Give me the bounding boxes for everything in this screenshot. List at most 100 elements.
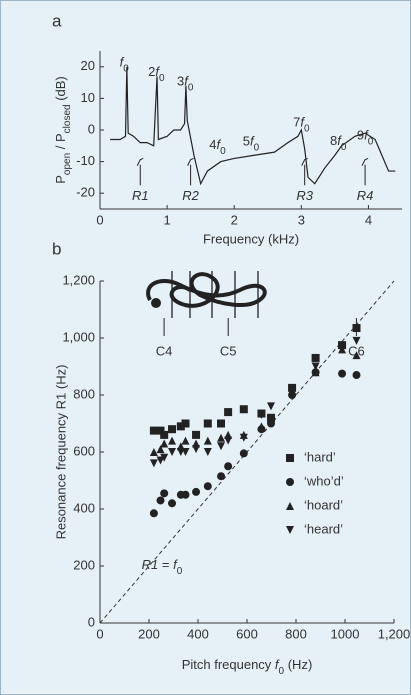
marker [217,419,226,428]
marker [239,405,248,414]
harmonic-label: 3f0 [177,74,194,94]
note-label: C4 [156,343,173,358]
marker [168,425,177,434]
harmonic-label-part: 5 [243,134,250,149]
marker [192,487,201,496]
marker [203,448,212,456]
harmonic-label-part: 0 [123,64,129,75]
marker [181,448,190,456]
identity-line-label-part: 0 [177,566,183,577]
marker [286,502,294,510]
marker [156,426,165,435]
x-tick-label: 400 [187,626,209,641]
marker [160,489,169,498]
identity-line-label-part: R1 [142,557,159,572]
y-tick-label: 20 [81,58,95,73]
harmonic-label-part: f [120,55,125,70]
note-label: C6 [348,343,365,358]
y-tick-label: 0 [88,614,95,629]
marker [338,345,347,354]
harmonic-label-part: 0 [341,142,347,153]
marker [156,445,165,454]
marker [203,482,212,491]
marker [286,526,294,534]
harmonic-label-part: f [155,65,160,80]
x-axis-label-part: f [275,657,280,672]
x-tick-label: 0 [96,212,103,227]
y-axis-label-part: P [53,175,68,184]
marker [224,408,233,417]
harmonic-label-part: 8 [330,133,337,148]
x-axis-label-part: Pitch frequency [182,657,275,672]
marker [149,426,158,435]
marker [286,454,294,462]
marker [217,472,226,481]
marker [181,436,190,445]
marker [352,371,361,380]
note-label: C5 [220,343,237,358]
marker [239,433,248,442]
marker [156,496,165,505]
y-axis-label-part: / P [53,133,68,153]
x-tick-label: 1000 [331,626,360,641]
marker [352,324,361,333]
harmonic-label-part: 7 [293,115,300,130]
panel-label: a [52,11,62,30]
y-axis-label: Resonance frequency R1 (Hz) [53,365,68,540]
harmonic-label-part: 9 [357,128,364,143]
x-tick-label: 0 [96,626,103,641]
marker [181,490,190,499]
legend-label: ‘heard’ [304,521,343,536]
harmonic-label-part: 0 [159,73,165,84]
panel-label: b [52,239,61,258]
marker [257,410,266,419]
marker [203,419,212,428]
y-tick-label: -20 [76,185,95,200]
y-tick-label: -10 [76,153,95,168]
resonance-label: R3 [296,188,313,203]
harmonic-label: 8f0 [330,133,347,153]
marker [149,448,158,456]
y-tick-label: 0 [88,121,95,136]
harmonic-label-part: f [364,128,369,143]
harmonic-label-part: 0 [304,124,310,135]
identity-line-label-part: = [158,557,173,572]
marker [352,336,361,345]
y-axis-label-part: closed [62,104,73,133]
resonance-arrowhead [301,157,308,166]
marker [338,369,347,378]
x-axis-label: Frequency (kHz) [203,231,299,246]
x-tick-label: 3 [298,212,305,227]
marker [267,413,276,422]
resonance-arrowhead [361,157,369,166]
legend-label: ‘who’d’ [304,473,344,488]
y-axis-label-part: open [62,153,73,175]
x-tick-label: 4 [365,212,372,227]
resonance-label: R4 [357,188,374,203]
marker [311,362,320,371]
x-axis-label-part: (Hz) [284,657,312,672]
marker [160,430,169,439]
marker [338,341,347,350]
marker [149,459,158,468]
x-axis-label-part: 0 [279,666,285,677]
marker [192,445,201,454]
harmonic-label-part: 0 [220,146,226,157]
legend-label: ‘hard’ [304,449,336,464]
y-tick-label: 400 [73,500,95,515]
marker [267,402,276,411]
y-tick-label: 10 [81,90,95,105]
marker [311,353,320,362]
harmonic-label: 4f0 [209,137,226,157]
x-tick-label: 200 [138,626,160,641]
marker [217,442,226,451]
marker [224,462,233,471]
resonance-label: R2 [182,188,199,203]
marker [239,449,248,458]
identity-line-label: R1 = f0 [142,557,183,577]
legend-label: ‘hoard’ [304,497,343,512]
marker [176,422,185,431]
x-tick-label: 600 [236,626,258,641]
x-tick-label: 2 [231,212,238,227]
